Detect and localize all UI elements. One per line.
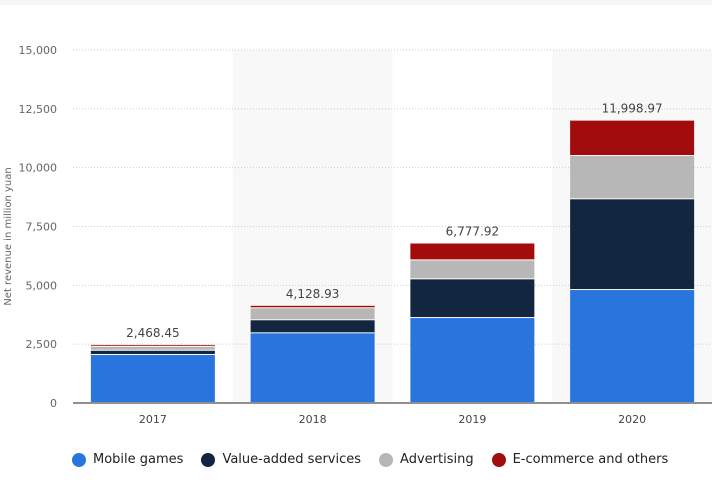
stacked-bar-chart: 0 2,500 5,000 7,500 10,000 12,500 15,000 Net re… <box>3 44 712 426</box>
x-tick-label: 2019 <box>458 413 486 426</box>
x-tick-label: 2018 <box>299 413 327 426</box>
legend-dot-icon <box>72 452 86 467</box>
bar-segment <box>90 344 215 346</box>
legend-item-advertising[interactable]: Advertising <box>379 452 474 467</box>
y-tick-label: 5,000 <box>26 279 58 292</box>
y-tick-label: 10,000 <box>19 162 58 175</box>
legend-item-e-commerce[interactable]: E-commerce and others <box>491 452 668 467</box>
legend-item-value-added-services[interactable]: Value-added services <box>201 452 361 467</box>
bar-segment <box>90 346 215 350</box>
bar-segment <box>410 243 535 260</box>
bar-segment <box>570 156 695 199</box>
bar-segment <box>90 354 215 402</box>
total-label: 4,128.93 <box>286 287 339 301</box>
top-strip <box>0 0 712 5</box>
bar-segment <box>410 318 535 402</box>
bar-segment <box>570 290 695 402</box>
bar-segment <box>250 333 375 402</box>
y-tick-label: 0 <box>50 397 57 410</box>
total-label: 6,777.92 <box>446 224 499 238</box>
bar-segment <box>250 308 375 320</box>
bar-segment <box>90 350 215 354</box>
bar-segment <box>570 199 695 290</box>
y-axis-label: Net revenue in million yuan <box>3 167 14 305</box>
legend-dot-icon <box>379 452 394 467</box>
bar-segment <box>570 120 695 156</box>
y-tick-label: 2,500 <box>26 338 58 351</box>
x-tick-label: 2020 <box>618 413 646 426</box>
x-tick-label: 2017 <box>139 413 167 426</box>
legend-dot-icon <box>491 452 506 467</box>
bar-segment <box>250 320 375 333</box>
y-tick-label: 15,000 <box>19 44 58 57</box>
y-tick-label: 7,500 <box>26 221 58 234</box>
y-tick-label: 12,500 <box>19 103 58 116</box>
total-label: 11,998.97 <box>602 102 663 116</box>
legend-dot-icon <box>201 452 216 467</box>
legend-item-mobile-games[interactable]: Mobile games <box>72 452 183 467</box>
bar-segment <box>250 305 375 308</box>
legend: Mobile games Value-added services Advert… <box>72 452 668 467</box>
bar-segment <box>410 260 535 279</box>
bar-segment <box>410 279 535 318</box>
total-label: 2,468.45 <box>126 326 179 340</box>
